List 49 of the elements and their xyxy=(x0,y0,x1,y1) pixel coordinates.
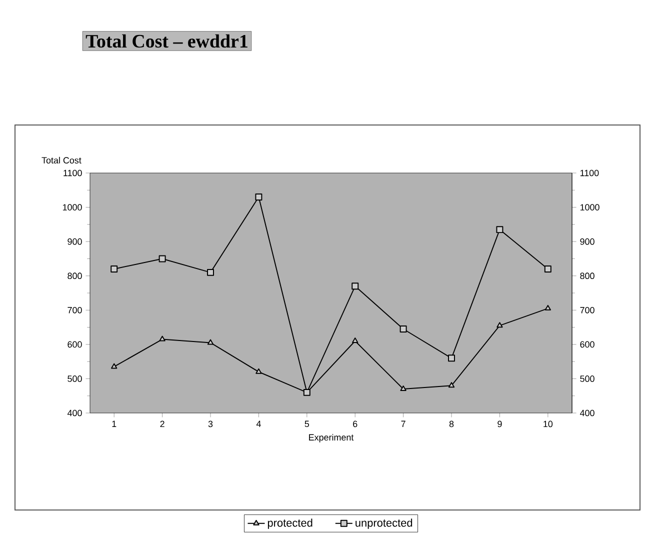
x-tick-label: 3 xyxy=(208,420,213,428)
y-tick-label: 500 xyxy=(68,376,82,382)
y2-tick-label: 500 xyxy=(580,376,594,382)
x-tick-label: 6 xyxy=(353,420,358,428)
x-tick-label: 1 xyxy=(112,420,116,427)
x-tick-label: 2 xyxy=(160,420,164,428)
y-tick-label: 600 xyxy=(68,341,82,348)
y-tick-label: 800 xyxy=(68,272,82,280)
y-axis-title: Total Cost xyxy=(42,156,82,164)
y2-tick-label: 700 xyxy=(580,306,594,314)
y-tick-label: 700 xyxy=(68,306,82,314)
point xyxy=(448,382,455,388)
point xyxy=(159,336,166,342)
point xyxy=(207,268,214,276)
y2-tick-label: 1000 xyxy=(580,204,600,210)
point xyxy=(400,386,406,391)
point xyxy=(352,282,359,290)
y-tick-label: 1100 xyxy=(64,170,82,176)
point xyxy=(496,322,503,328)
point xyxy=(158,255,166,262)
point xyxy=(255,194,262,200)
x-tick-label: 8 xyxy=(449,420,454,428)
y-tick-label: 400 xyxy=(67,410,82,416)
y2-tick-label: 900 xyxy=(580,238,594,245)
x-tick-label: 7 xyxy=(401,420,406,427)
y2-tick-label: 600 xyxy=(580,341,594,348)
x-tick-label: 10 xyxy=(544,420,553,428)
legend-label: unprotected xyxy=(356,518,412,529)
point xyxy=(448,354,455,362)
legend-label: protected xyxy=(268,518,312,529)
point xyxy=(544,266,552,272)
y-tick-label: 1000 xyxy=(62,204,82,210)
point xyxy=(400,326,407,332)
point xyxy=(544,304,551,310)
point xyxy=(256,368,262,374)
point xyxy=(496,226,504,234)
point xyxy=(110,266,118,272)
y2-tick-label: 800 xyxy=(580,272,594,280)
point xyxy=(207,339,214,345)
y2-tick-label: 1100 xyxy=(580,170,599,176)
x-tick-label: 4 xyxy=(256,420,261,427)
point xyxy=(111,363,118,369)
x-tick-label: 5 xyxy=(304,420,310,428)
chart-title: Total Cost – ewddr1 xyxy=(86,34,248,48)
x-tick-label: 9 xyxy=(498,420,502,428)
y-tick-label: 900 xyxy=(68,238,82,245)
x-axis-title: Experiment xyxy=(309,434,354,442)
point xyxy=(352,338,358,343)
y2-tick-label: 400 xyxy=(580,410,594,416)
